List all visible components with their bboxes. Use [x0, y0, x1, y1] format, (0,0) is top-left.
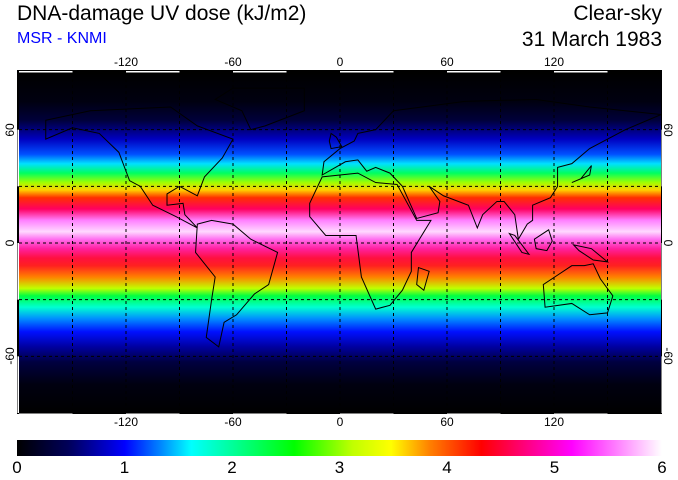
longitude-label: 60: [440, 415, 454, 429]
latitude-label: -60: [661, 347, 675, 365]
frame-tick-segment: [340, 71, 394, 73]
colorbar-tick-label: 4: [442, 458, 452, 477]
continent-australia: [543, 264, 613, 315]
continent-south-america: [196, 220, 278, 347]
longitude-label: 120: [543, 415, 565, 429]
colorbar-tick-label: 3: [334, 458, 345, 477]
frame-tick-segment: [447, 71, 501, 73]
longitude-label: 0: [336, 55, 344, 69]
map-title: DNA-damage UV dose (kJ/m2): [17, 2, 307, 25]
colorbar-tick-label: 2: [227, 458, 237, 477]
frame-tick-segment: [17, 129, 19, 187]
frame-tick-segment: [19, 71, 73, 73]
continent-africa: [310, 173, 431, 309]
graticule: [19, 73, 661, 413]
colorbar-tick-label: 1: [119, 458, 130, 477]
longitude-label: -60: [224, 55, 242, 69]
continent-eurasia: [322, 99, 661, 239]
longitude-label: -120: [113, 415, 139, 429]
island-madagascar: [417, 268, 429, 291]
island-sumatra: [509, 234, 529, 255]
frame-tick-segment: [554, 71, 608, 73]
colorbar-tick-label: 6: [657, 458, 667, 477]
latitude-label: 60: [661, 122, 675, 137]
longitude-label: 60: [440, 55, 454, 69]
frame-tick-segment: [233, 71, 287, 73]
frame-tick-segment: [126, 71, 180, 73]
colorbar-tick-label: 0: [12, 458, 22, 477]
uv-dose-world-map: [19, 73, 661, 413]
island-new-guinea: [574, 245, 608, 262]
continent-greenland: [215, 88, 304, 130]
frame-tick-segment: [17, 243, 19, 300]
latitude-label: 0: [661, 239, 675, 247]
island-borneo: [534, 230, 552, 251]
frame-tick-segment: [17, 356, 19, 413]
longitude-label: 0: [336, 415, 344, 429]
date-label: 31 March 1983: [521, 28, 662, 51]
longitude-label: 120: [543, 55, 565, 69]
latitude-label: 0: [3, 239, 17, 247]
sky-condition-label: Clear-sky: [573, 2, 662, 25]
data-source-label: MSR - KNMI: [17, 30, 107, 47]
island-japan: [572, 166, 592, 183]
island-britain: [329, 133, 341, 148]
coastlines: [46, 88, 661, 347]
latitude-label: 60: [3, 122, 17, 137]
colorbar-tick-label: 5: [549, 458, 560, 477]
longitude-label: -120: [113, 55, 139, 69]
latitude-label: -60: [3, 347, 17, 365]
colorbar: [17, 440, 662, 456]
continent-north-america: [46, 107, 233, 228]
longitude-label: -60: [224, 415, 242, 429]
